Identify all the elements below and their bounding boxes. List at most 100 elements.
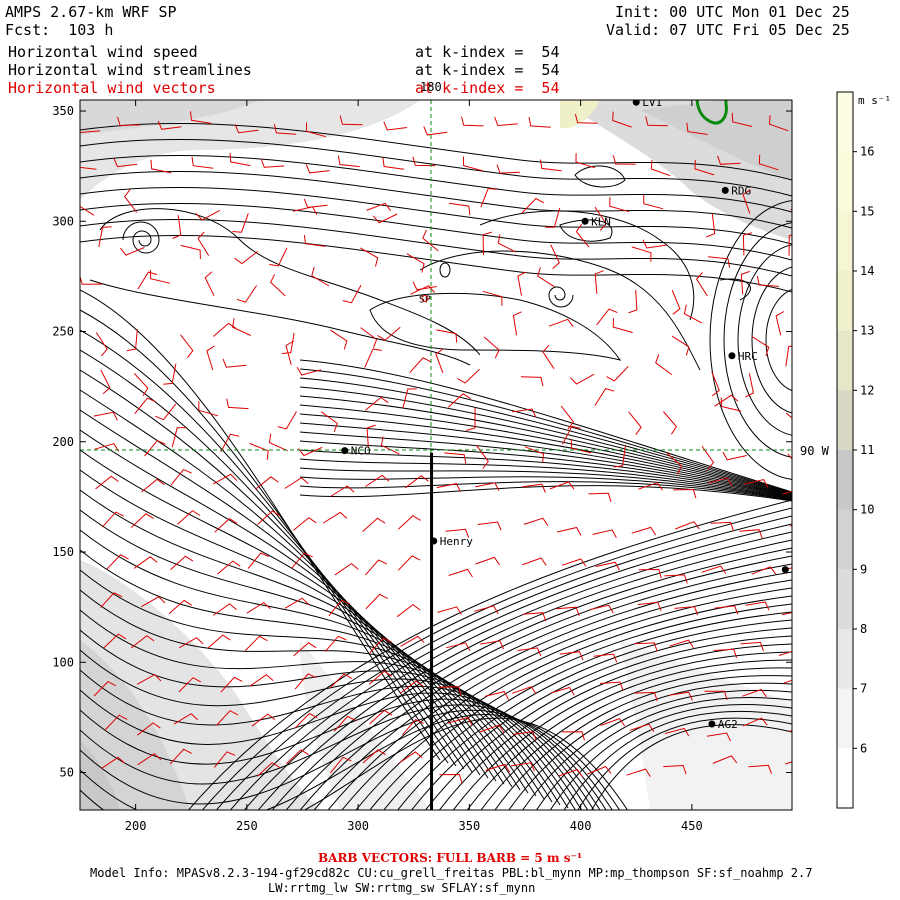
wind-barb xyxy=(542,344,555,369)
wind-barb xyxy=(305,164,330,174)
forecast-hour: Fcst: 103 h xyxy=(5,21,114,39)
wind-barb xyxy=(742,189,751,214)
colorbar-label: 16 xyxy=(860,145,874,159)
wind-barb xyxy=(337,155,360,168)
wind-barb xyxy=(130,635,155,649)
wind-barb xyxy=(423,126,448,136)
wind-barb xyxy=(708,256,731,268)
station-label: NCO xyxy=(351,445,371,458)
wind-barb xyxy=(561,558,587,567)
wind-barb xyxy=(612,155,636,165)
wind-barb xyxy=(436,483,461,492)
wind-barb xyxy=(560,405,575,430)
wind-barb xyxy=(549,481,575,490)
streamline xyxy=(299,563,792,810)
wind-barb xyxy=(402,388,417,409)
wind-barb xyxy=(255,476,279,490)
wind-barb xyxy=(303,234,326,247)
wind-barb xyxy=(457,368,480,384)
wind-barb xyxy=(212,473,238,485)
colorbar-swatch xyxy=(837,688,853,749)
streamline xyxy=(383,611,792,810)
wind-barb xyxy=(550,244,560,269)
wind-barb xyxy=(714,394,739,407)
wind-barb xyxy=(782,490,792,495)
streamline xyxy=(80,569,553,803)
wind-barb xyxy=(163,363,177,385)
wind-barb xyxy=(569,373,595,385)
colorbar-label: 9 xyxy=(860,562,867,576)
wind-barb xyxy=(157,120,182,130)
wind-barb xyxy=(446,642,471,652)
wind-barb xyxy=(655,354,673,376)
wind-barb xyxy=(669,639,694,648)
station-label: Henry xyxy=(440,535,473,548)
wind-barb xyxy=(479,724,505,733)
streamline xyxy=(452,651,792,810)
wind-speed-shading xyxy=(80,100,792,810)
wind-barb xyxy=(785,412,792,419)
wind-barb xyxy=(366,202,391,211)
wind-barb xyxy=(137,271,158,290)
wind-barb xyxy=(788,234,792,256)
init-time: Init: 00 UTC Mon 01 Dec 25 xyxy=(615,3,850,21)
streamline xyxy=(299,395,792,495)
streamline xyxy=(188,499,792,810)
wind-barb xyxy=(102,511,125,528)
wind-barb xyxy=(714,605,739,615)
wind-barb xyxy=(497,234,517,253)
streamline xyxy=(299,481,792,501)
wind-barb xyxy=(575,224,590,248)
streamline xyxy=(80,609,569,809)
wind-barbs xyxy=(80,111,792,784)
wind-barb xyxy=(383,121,408,131)
wind-barb xyxy=(437,606,462,615)
field-name-wind-vectors: Horizontal wind vectors xyxy=(8,79,216,97)
wind-barb xyxy=(409,357,432,374)
wind-barb xyxy=(293,642,317,657)
wind-barb xyxy=(197,231,210,256)
wind-barb xyxy=(412,156,436,167)
wind-barb xyxy=(380,436,400,455)
field-name-wind-speed: Horizontal wind speed xyxy=(8,43,198,61)
streamline-ellipse xyxy=(709,200,792,480)
colorbar-swatch xyxy=(837,92,853,152)
wind-barb xyxy=(330,485,355,497)
wind-barb xyxy=(496,164,520,174)
station-marker xyxy=(430,537,438,545)
wind-barb xyxy=(512,731,537,741)
streamline xyxy=(299,440,792,498)
wind-barb xyxy=(596,308,618,326)
wind-barb xyxy=(412,281,437,291)
station-marker xyxy=(721,186,729,194)
colorbar-swatch xyxy=(837,330,853,391)
colorbar-label: 7 xyxy=(860,682,867,696)
wind-barb xyxy=(629,723,655,732)
wind-barb xyxy=(195,209,220,221)
wind-barb xyxy=(133,556,158,569)
streamline xyxy=(80,429,497,782)
wind-barb xyxy=(204,271,215,296)
colorbar-label: 14 xyxy=(860,264,874,278)
wind-barb xyxy=(222,358,247,368)
streamline xyxy=(80,186,792,245)
wind-barb xyxy=(206,345,215,371)
wind-barb xyxy=(558,769,583,778)
streamline xyxy=(80,122,792,181)
colorbar-label: 12 xyxy=(860,383,874,397)
wind-barb xyxy=(362,517,386,532)
wind-barb xyxy=(731,112,753,127)
streamline xyxy=(80,170,792,229)
wind-barb xyxy=(638,568,662,579)
field-level-wind-vectors: at k-index = 54 xyxy=(415,79,560,97)
wind-barb xyxy=(117,116,141,127)
wind-barb xyxy=(520,376,544,387)
parallel-label: 90 W xyxy=(800,444,830,458)
wind-barb xyxy=(103,633,127,649)
wind-barb xyxy=(179,637,204,649)
streamline xyxy=(80,389,481,776)
wind-barb xyxy=(368,670,393,685)
wind-barb xyxy=(522,612,547,622)
wind-barb xyxy=(524,446,545,463)
wind-barb xyxy=(365,559,387,576)
